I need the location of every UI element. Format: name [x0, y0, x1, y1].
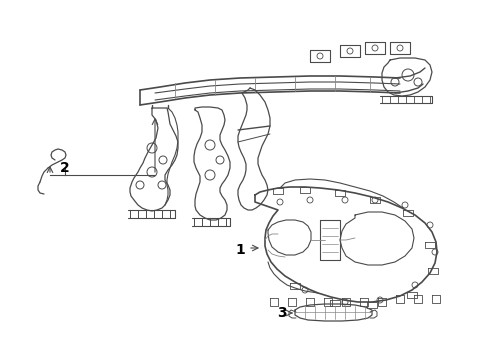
Text: 1: 1: [235, 243, 244, 257]
Text: 2: 2: [60, 161, 70, 175]
Text: 3: 3: [277, 306, 286, 320]
